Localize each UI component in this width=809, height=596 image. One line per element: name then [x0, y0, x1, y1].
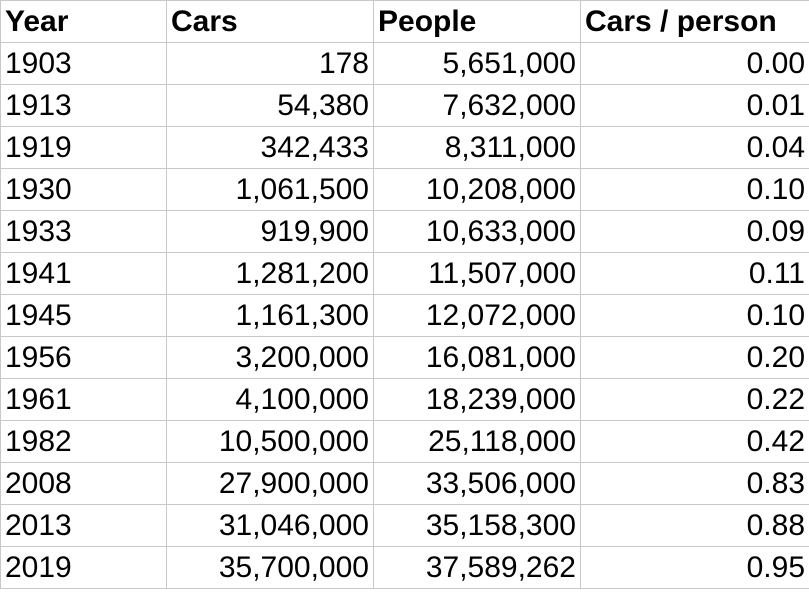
cell-people[interactable]: 16,081,000 — [373, 336, 581, 379]
cell-year[interactable]: 1956 — [0, 336, 167, 379]
cell-cars-per-person[interactable]: 0.88 — [580, 504, 809, 547]
cell-people[interactable]: 25,118,000 — [373, 420, 581, 463]
cell-cars-per-person[interactable]: 0.09 — [580, 210, 809, 253]
table-body: 1903 178 5,651,000 0.00 1913 54,380 7,632,000 0… — [0, 42, 809, 589]
cell-people[interactable]: 10,208,000 — [373, 168, 581, 211]
cell-people[interactable]: 8,311,000 — [373, 126, 581, 169]
table-row: 1930 1,061,500 10,208,000 0.10 — [0, 168, 809, 211]
cell-cars[interactable]: 4,100,000 — [166, 378, 374, 421]
table-row: 1913 54,380 7,632,000 0.01 — [0, 84, 809, 127]
table-row: 2013 31,046,000 35,158,300 0.88 — [0, 504, 809, 547]
cell-people[interactable]: 11,507,000 — [373, 252, 581, 295]
cell-people[interactable]: 7,632,000 — [373, 84, 581, 127]
cell-cars-per-person[interactable]: 0.10 — [580, 294, 809, 337]
cell-people[interactable]: 12,072,000 — [373, 294, 581, 337]
cell-cars-per-person[interactable]: 0.22 — [580, 378, 809, 421]
cell-year[interactable]: 1919 — [0, 126, 167, 169]
cell-year[interactable]: 1913 — [0, 84, 167, 127]
cell-cars-per-person[interactable]: 0.04 — [580, 126, 809, 169]
cell-year[interactable]: 1941 — [0, 252, 167, 295]
cell-year[interactable]: 1903 — [0, 42, 167, 85]
cell-cars[interactable]: 3,200,000 — [166, 336, 374, 379]
header-cell-cars[interactable]: Cars — [166, 0, 374, 43]
cell-people[interactable]: 35,158,300 — [373, 504, 581, 547]
cell-cars[interactable]: 35,700,000 — [166, 546, 374, 589]
cell-year[interactable]: 1933 — [0, 210, 167, 253]
table-row: 1956 3,200,000 16,081,000 0.20 — [0, 336, 809, 379]
cell-cars[interactable]: 54,380 — [166, 84, 374, 127]
cell-year[interactable]: 2008 — [0, 462, 167, 505]
cell-cars[interactable]: 1,161,300 — [166, 294, 374, 337]
cell-cars[interactable]: 27,900,000 — [166, 462, 374, 505]
cell-cars-per-person[interactable]: 0.83 — [580, 462, 809, 505]
table-row: 1945 1,161,300 12,072,000 0.10 — [0, 294, 809, 337]
table-row: 1982 10,500,000 25,118,000 0.42 — [0, 420, 809, 463]
header-cell-people[interactable]: People — [373, 0, 581, 43]
cell-cars-per-person[interactable]: 0.01 — [580, 84, 809, 127]
cell-cars[interactable]: 10,500,000 — [166, 420, 374, 463]
table-row: 2019 35,700,000 37,589,262 0.95 — [0, 546, 809, 589]
cell-year[interactable]: 2013 — [0, 504, 167, 547]
table-row: 1961 4,100,000 18,239,000 0.22 — [0, 378, 809, 421]
cell-cars-per-person[interactable]: 0.00 — [580, 42, 809, 85]
cell-people[interactable]: 10,633,000 — [373, 210, 581, 253]
cell-people[interactable]: 18,239,000 — [373, 378, 581, 421]
cell-cars[interactable]: 1,061,500 — [166, 168, 374, 211]
header-cell-cars-per-person[interactable]: Cars / person — [580, 0, 809, 43]
table-row: 1933 919,900 10,633,000 0.09 — [0, 210, 809, 253]
cell-cars[interactable]: 31,046,000 — [166, 504, 374, 547]
cell-cars-per-person[interactable]: 0.95 — [580, 546, 809, 589]
table-row: 1903 178 5,651,000 0.00 — [0, 42, 809, 85]
table-row: 1941 1,281,200 11,507,000 0.11 — [0, 252, 809, 295]
cell-cars[interactable]: 342,433 — [166, 126, 374, 169]
cell-year[interactable]: 1982 — [0, 420, 167, 463]
cell-cars-per-person[interactable]: 0.42 — [580, 420, 809, 463]
header-row: Year Cars People Cars / person — [0, 0, 809, 43]
header-cell-year[interactable]: Year — [0, 0, 167, 43]
cell-year[interactable]: 2019 — [0, 546, 167, 589]
cell-cars-per-person[interactable]: 0.10 — [580, 168, 809, 211]
cell-people[interactable]: 33,506,000 — [373, 462, 581, 505]
cell-people[interactable]: 5,651,000 — [373, 42, 581, 85]
cell-cars-per-person[interactable]: 0.20 — [580, 336, 809, 379]
cell-cars[interactable]: 178 — [166, 42, 374, 85]
cell-people[interactable]: 37,589,262 — [373, 546, 581, 589]
cell-year[interactable]: 1961 — [0, 378, 167, 421]
cell-year[interactable]: 1930 — [0, 168, 167, 211]
cell-cars[interactable]: 1,281,200 — [166, 252, 374, 295]
cell-year[interactable]: 1945 — [0, 294, 167, 337]
table-row: 1919 342,433 8,311,000 0.04 — [0, 126, 809, 169]
table-row: 2008 27,900,000 33,506,000 0.83 — [0, 462, 809, 505]
cell-cars-per-person[interactable]: 0.11 — [580, 252, 809, 295]
cell-cars[interactable]: 919,900 — [166, 210, 374, 253]
